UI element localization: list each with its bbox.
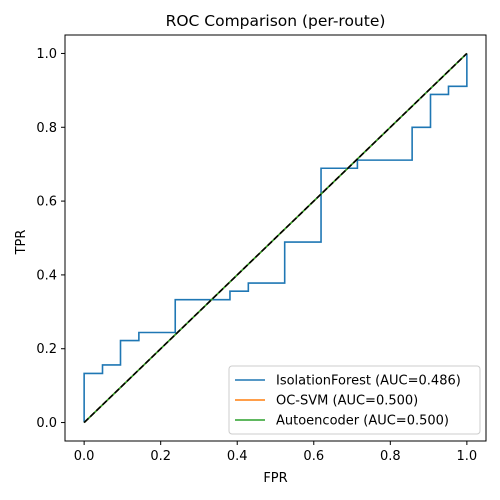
chart-title: ROC Comparison (per-route): [166, 12, 386, 30]
y-tick-label: 0.0: [36, 416, 57, 431]
legend-label-2: Autoencoder (AUC=0.500): [276, 414, 449, 429]
plot-area: [64, 34, 487, 442]
x-axis-label: FPR: [263, 471, 287, 486]
y-tick-label: 0.4: [36, 268, 57, 283]
y-tick-label: 0.8: [36, 121, 57, 136]
legend-box: [228, 365, 481, 435]
legend: IsolationForest (AUC=0.486) OC-SVM (AUC=0…: [228, 365, 481, 435]
plot-frame: [64, 34, 487, 442]
x-axis: 0.0 0.2 0.4 0.6 0.8 1.0: [74, 441, 477, 464]
legend-label-0: IsolationForest (AUC=0.486): [276, 374, 461, 389]
y-axis: 0.0 0.2 0.4 0.6 0.8 1.0: [36, 47, 65, 431]
y-tick-label: 1.0: [36, 47, 57, 62]
x-tick-label: 0.0: [74, 449, 95, 464]
x-tick-label: 0.8: [380, 449, 401, 464]
x-tick-label: 0.6: [303, 449, 324, 464]
y-axis-label: TPR: [14, 230, 29, 256]
legend-label-1: OC-SVM (AUC=0.500): [276, 394, 418, 409]
y-tick-label: 0.2: [36, 342, 57, 357]
reference-diagonal-line: [83, 52, 468, 424]
x-tick-label: 0.2: [150, 449, 171, 464]
x-tick-label: 1.0: [457, 449, 478, 464]
x-tick-label: 0.4: [227, 449, 248, 464]
series-line-0: [83, 53, 468, 423]
y-tick-label: 0.6: [36, 195, 57, 210]
